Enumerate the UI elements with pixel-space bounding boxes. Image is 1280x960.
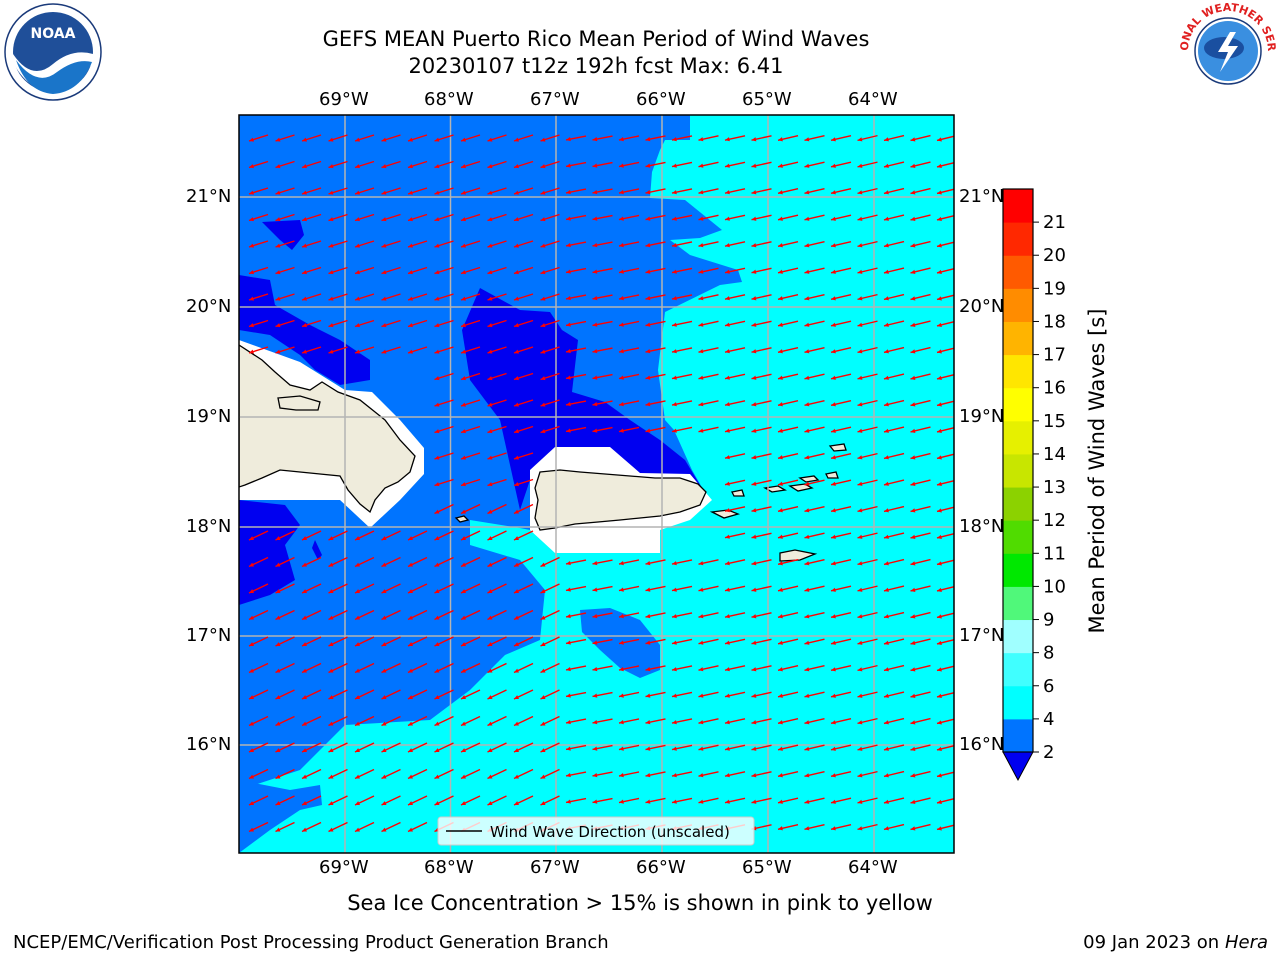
colorbar-segment-4	[1003, 686, 1033, 720]
colorbar-segment-16	[1003, 355, 1033, 389]
colorbar-tick-label-6: 6	[1043, 676, 1054, 697]
colorbar-tick-label-4: 4	[1043, 709, 1054, 730]
colorbar-tick-label-15: 15	[1043, 411, 1066, 432]
colorbar-tick-label-16: 16	[1043, 378, 1066, 399]
colorbar-tick-label-12: 12	[1043, 510, 1066, 531]
colorbar-segment-6	[1003, 653, 1033, 687]
lat-label-right-21n: 21°N	[959, 186, 1004, 207]
lon-label-bottom-67w: 67°W	[530, 857, 580, 878]
colorbar-tick-label-17: 17	[1043, 345, 1066, 366]
lat-label-left-21n: 21°N	[186, 186, 231, 207]
lat-label-right-17n: 17°N	[959, 625, 1004, 646]
colorbar: 2 4 6 8 9 10 11 12 13 14 15 16 17 18 19 20 21	[1003, 189, 1066, 780]
colorbar-segment-18	[1003, 288, 1033, 322]
colorbar-segment-19	[1003, 255, 1033, 289]
footer-host: Hera	[1225, 932, 1268, 953]
colorbar-segment-11	[1003, 520, 1033, 554]
lon-label-top-64w: 64°W	[848, 89, 898, 110]
lat-label-left-16n: 16°N	[186, 734, 231, 755]
colorbar-segment-13	[1003, 454, 1033, 488]
map-legend: Wind Wave Direction (unscaled)	[438, 817, 754, 845]
lon-label-bottom-65w: 65°W	[742, 857, 792, 878]
lat-label-right-19n: 19°N	[959, 406, 1004, 427]
colorbar-label: Mean Period of Wind Waves [s]	[1085, 271, 1109, 671]
footer-right: 09 Jan 2023 on Hera	[1083, 932, 1268, 953]
lon-label-top-65w: 65°W	[742, 89, 792, 110]
colorbar-segment-20	[1003, 222, 1033, 256]
colorbar-segment-9	[1003, 586, 1033, 620]
map-plot-area	[239, 115, 957, 853]
colorbar-tick-label-18: 18	[1043, 311, 1066, 332]
colorbar-segment-21	[1003, 189, 1033, 223]
colorbar-tick-label-10: 10	[1043, 576, 1066, 597]
colorbar-tick-label-2: 2	[1043, 742, 1054, 763]
colorbar-segment-17	[1003, 321, 1033, 355]
colorbar-segment-14	[1003, 421, 1033, 455]
colorbar-segment-2	[1003, 719, 1033, 753]
colorbar-segment-12	[1003, 487, 1033, 521]
colorbar-tick-label-11: 11	[1043, 543, 1066, 564]
colorbar-segment-8	[1003, 620, 1033, 654]
lat-label-left-19n: 19°N	[186, 406, 231, 427]
lat-label-right-18n: 18°N	[959, 516, 1004, 537]
colorbar-tick-label-20: 20	[1043, 245, 1066, 266]
lat-label-right-20n: 20°N	[959, 296, 1004, 317]
colorbar-tick-label-13: 13	[1043, 477, 1066, 498]
colorbar-segment-10	[1003, 553, 1033, 587]
colorbar-tick-label-9: 9	[1043, 610, 1054, 631]
colorbar-under-extension	[1003, 752, 1033, 780]
lat-label-left-20n: 20°N	[186, 296, 231, 317]
colorbar-tick-label-8: 8	[1043, 643, 1054, 664]
lon-label-top-67w: 67°W	[530, 89, 580, 110]
lon-label-top-68w: 68°W	[424, 89, 474, 110]
colorbar-segment-15	[1003, 388, 1033, 422]
colorbar-tick-label-21: 21	[1043, 212, 1066, 233]
lon-label-bottom-68w: 68°W	[424, 857, 474, 878]
lon-label-top-66w: 66°W	[636, 89, 686, 110]
lat-label-left-17n: 17°N	[186, 625, 231, 646]
lon-label-bottom-64w: 64°W	[848, 857, 898, 878]
colorbar-tick-label-19: 19	[1043, 278, 1066, 299]
colorbar-tick-label-14: 14	[1043, 444, 1066, 465]
legend-label: Wind Wave Direction (unscaled)	[490, 823, 730, 841]
lon-label-bottom-66w: 66°W	[636, 857, 686, 878]
footer-date: 09 Jan 2023 on	[1083, 932, 1225, 953]
lat-label-left-18n: 18°N	[186, 516, 231, 537]
lat-label-right-16n: 16°N	[959, 734, 1004, 755]
lon-label-bottom-69w: 69°W	[319, 857, 369, 878]
sea-ice-note: Sea Ice Concentration > 15% is shown in …	[0, 891, 1280, 915]
lon-label-top-69w: 69°W	[319, 89, 369, 110]
footer-left: NCEP/EMC/Verification Post Processing Pr…	[13, 932, 609, 953]
